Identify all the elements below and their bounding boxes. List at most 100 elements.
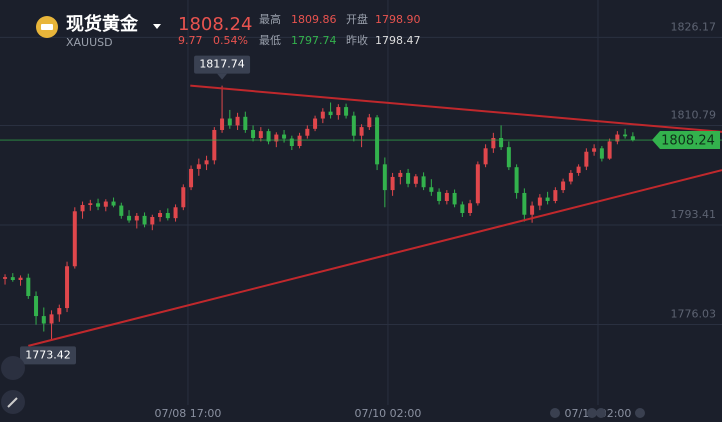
candle-body xyxy=(18,277,23,280)
candle-body xyxy=(212,129,217,161)
candle-body xyxy=(3,277,8,279)
candle-body xyxy=(220,118,225,130)
indicator-button[interactable] xyxy=(1,356,25,380)
price: 1808.24 xyxy=(178,14,252,35)
candle-body xyxy=(336,107,341,116)
candle-body xyxy=(10,277,15,280)
title: 现货黄金 xyxy=(66,13,139,35)
marker[interactable] xyxy=(596,408,606,418)
stat-label: 最低 xyxy=(259,34,281,47)
candle-body xyxy=(429,187,434,192)
side-tools xyxy=(1,356,645,418)
candle-body xyxy=(235,116,240,126)
candle-body xyxy=(491,137,496,149)
candle-body xyxy=(274,134,279,142)
candle-body xyxy=(328,111,333,116)
candle-body xyxy=(119,205,124,216)
change-pct: 0.54% xyxy=(213,34,248,47)
candle-body xyxy=(514,167,519,193)
candle-body xyxy=(305,128,310,136)
candle-body xyxy=(630,136,635,141)
candle-body xyxy=(623,134,628,137)
candle-body xyxy=(251,129,256,138)
candle-body xyxy=(344,107,349,116)
stat-label: 昨收 xyxy=(346,33,368,47)
candle-body xyxy=(80,204,85,212)
candle-body xyxy=(568,172,573,182)
symbol: XAUUSD xyxy=(66,36,113,49)
candle-body xyxy=(576,166,581,173)
candle-body xyxy=(26,277,31,297)
candle-body xyxy=(313,118,318,129)
candle-body xyxy=(398,172,403,177)
candle-body xyxy=(561,181,566,191)
candle-body xyxy=(421,176,426,188)
candle-body xyxy=(266,131,271,142)
max-callout-pointer xyxy=(217,73,228,80)
candle-body xyxy=(258,131,263,138)
candle-body xyxy=(390,176,395,191)
candle-body xyxy=(297,135,302,147)
candle-body xyxy=(584,151,589,167)
min-callout xyxy=(20,346,76,365)
candle-body xyxy=(34,296,39,317)
marker[interactable] xyxy=(550,408,560,418)
candle-body xyxy=(111,201,116,206)
marker[interactable] xyxy=(587,408,597,418)
candle-body xyxy=(382,164,387,191)
change: 9.77 xyxy=(178,34,203,47)
candle-body xyxy=(57,308,62,315)
candle-body xyxy=(165,213,170,219)
candle-body xyxy=(158,213,163,218)
candle-body xyxy=(545,197,550,201)
y-tick-label: 1793.41 xyxy=(671,208,717,221)
candle-body xyxy=(468,203,473,214)
trend-line xyxy=(190,84,722,133)
candle-body xyxy=(65,266,70,309)
candle-body xyxy=(289,138,294,147)
candle-body xyxy=(615,134,620,142)
candle-body xyxy=(41,316,46,324)
candle-body xyxy=(282,134,287,139)
candle-body xyxy=(243,116,248,130)
max-label: 1817.74 xyxy=(199,58,245,71)
candle-body xyxy=(103,201,108,207)
y-tick-label: 1776.03 xyxy=(671,307,717,320)
x-tick-label: 07/08 17:00 xyxy=(155,407,222,420)
candle-body xyxy=(320,111,325,119)
max-callout xyxy=(194,55,251,74)
candle-body xyxy=(506,147,511,168)
candle-body xyxy=(537,197,542,206)
dropdown[interactable] xyxy=(153,24,161,29)
candle-body xyxy=(475,164,480,204)
gold-icon-bar xyxy=(41,24,53,30)
stat-value: 1797.74 xyxy=(291,34,337,47)
candle-body xyxy=(189,168,194,188)
candle-body xyxy=(522,192,527,215)
candle-body xyxy=(134,215,139,221)
candle-body xyxy=(72,211,77,267)
candle-body xyxy=(553,190,558,201)
candle-body xyxy=(530,205,535,215)
candle-body xyxy=(444,192,449,201)
pen-icon xyxy=(7,397,18,408)
y-tick-label: 1810.79 xyxy=(671,108,717,121)
marker[interactable] xyxy=(635,408,645,418)
candle-body xyxy=(204,160,209,165)
candle-body xyxy=(96,203,101,207)
candle-body xyxy=(49,314,54,324)
candle-body xyxy=(437,191,442,201)
candle-body xyxy=(406,172,411,184)
candle-body xyxy=(483,148,488,165)
candle-body xyxy=(375,117,380,165)
current-price-label: 1808.24 xyxy=(661,134,715,149)
x-tick-label: 07/10 02:00 xyxy=(354,407,421,420)
candle-body xyxy=(499,137,504,148)
candle-body xyxy=(607,141,612,159)
stat-value: 1809.86 xyxy=(291,13,337,26)
candle-body xyxy=(142,215,147,225)
candle-body xyxy=(599,148,604,159)
candle-body xyxy=(127,215,132,221)
min-label: 1773.42 xyxy=(25,348,71,361)
